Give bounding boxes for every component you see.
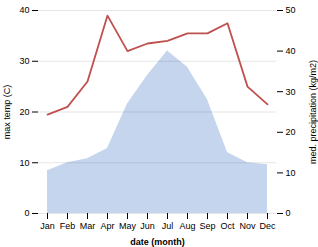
svg-text:Dec: Dec — [259, 221, 276, 231]
svg-text:Feb: Feb — [60, 221, 76, 231]
svg-text:50: 50 — [286, 5, 296, 15]
svg-text:Mar: Mar — [80, 221, 96, 231]
svg-text:med. precipitation (kg/m2): med. precipitation (kg/m2) — [308, 60, 318, 164]
svg-text:20: 20 — [19, 107, 29, 117]
svg-text:20: 20 — [286, 127, 296, 137]
svg-text:Nov: Nov — [239, 221, 256, 231]
svg-text:Sep: Sep — [199, 221, 215, 231]
svg-text:Oct: Oct — [220, 221, 235, 231]
svg-text:Apr: Apr — [100, 221, 114, 231]
svg-text:40: 40 — [286, 46, 296, 56]
svg-text:Jan: Jan — [40, 221, 55, 231]
svg-text:Jun: Jun — [140, 221, 155, 231]
svg-text:max temp (C): max temp (C) — [2, 85, 12, 140]
svg-text:0: 0 — [286, 208, 291, 218]
svg-text:10: 10 — [286, 168, 296, 178]
svg-text:Jul: Jul — [162, 221, 174, 231]
svg-text:date (month): date (month) — [130, 237, 185, 247]
svg-text:10: 10 — [19, 158, 29, 168]
svg-text:30: 30 — [286, 87, 296, 97]
svg-text:May: May — [119, 221, 137, 231]
svg-text:40: 40 — [19, 5, 29, 15]
svg-text:Aug: Aug — [179, 221, 195, 231]
svg-text:0: 0 — [24, 208, 29, 218]
svg-text:30: 30 — [19, 56, 29, 66]
